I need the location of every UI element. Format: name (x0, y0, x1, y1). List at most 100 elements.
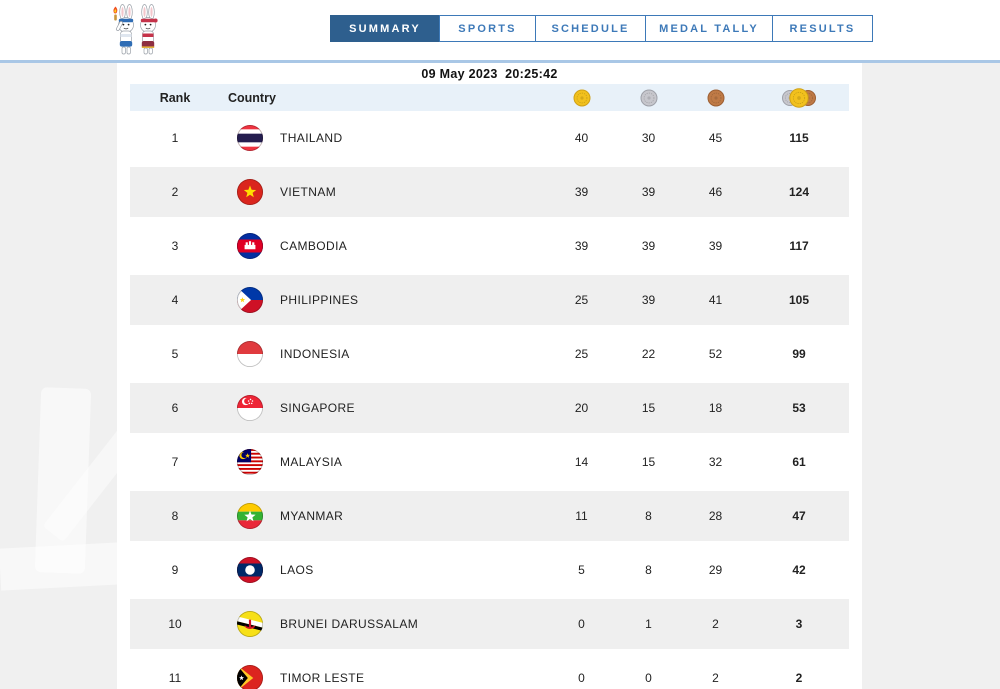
country-name: INDONESIA (280, 347, 350, 361)
country-flag-icon-singapore (220, 395, 280, 421)
medal-table-body: 1 THAILAND 40 30 45 115 2 VIETNAM 39 39 … (130, 111, 849, 689)
total-count: 3 (795, 617, 803, 631)
rank-value: 8 (171, 509, 179, 523)
medal-table-row: 5 INDONESIA 25 22 52 99 (130, 327, 849, 381)
total-count: 115 (789, 131, 809, 145)
rank-value: 7 (171, 455, 179, 469)
gold-count: 25 (574, 293, 589, 307)
silver-count: 39 (641, 293, 656, 307)
country-name: VIETNAM (280, 185, 337, 199)
silver-count: 8 (645, 509, 652, 523)
tab-summary[interactable]: SUMMARY (330, 15, 440, 42)
silver-count: 1 (645, 617, 652, 631)
country-name: PHILIPPINES (280, 293, 359, 307)
bronze-count: 28 (708, 509, 723, 523)
total-count: 124 (788, 185, 810, 199)
total-count: 2 (795, 671, 803, 685)
rank-value: 9 (171, 563, 179, 577)
bronze-count: 32 (708, 455, 723, 469)
country-flag-icon-timor (220, 665, 280, 689)
rank-value: 11 (168, 671, 182, 685)
country-name: BRUNEI DARUSSALAM (280, 617, 419, 631)
medal-table: Rank Country 1 THAILAND 40 30 45 115 2 V… (130, 84, 849, 689)
total-count: 53 (792, 401, 806, 415)
gold-medal-icon (548, 89, 615, 107)
silver-count: 8 (645, 563, 652, 577)
bronze-count: 39 (708, 239, 723, 253)
rank-value: 4 (171, 293, 179, 307)
bronze-count: 41 (708, 293, 723, 307)
header-divider (0, 60, 1000, 63)
gold-count: 14 (574, 455, 589, 469)
gold-count: 11 (575, 509, 588, 523)
gold-count: 40 (574, 131, 589, 145)
silver-count: 39 (641, 185, 656, 199)
medal-table-row: 8 MYANMAR 11 8 28 47 (130, 489, 849, 543)
country-flag-icon-indonesia (220, 341, 280, 367)
gold-count: 39 (574, 185, 589, 199)
gold-count: 0 (578, 617, 585, 631)
total-medals-icon (749, 87, 849, 109)
gold-count: 25 (574, 347, 589, 361)
country-flag-icon-philippines (220, 287, 280, 313)
country-name: TIMOR LESTE (280, 671, 365, 685)
country-flag-icon-laos (220, 557, 280, 583)
silver-count: 0 (645, 671, 652, 685)
medal-table-row: 10 BRUNEI DARUSSALAM 0 1 2 3 (130, 597, 849, 651)
bronze-count: 18 (708, 401, 723, 415)
total-count: 117 (789, 239, 809, 253)
silver-count: 30 (641, 131, 656, 145)
country-name: THAILAND (280, 131, 343, 145)
total-count: 47 (792, 509, 806, 523)
rank-column-header: Rank (159, 90, 191, 105)
medal-table-row: 1 THAILAND 40 30 45 115 (130, 111, 849, 165)
rank-value: 2 (171, 185, 179, 199)
silver-count: 39 (641, 239, 656, 253)
bronze-count: 46 (708, 185, 723, 199)
total-count: 99 (792, 347, 806, 361)
country-name: CAMBODIA (280, 239, 348, 253)
rank-value: 6 (171, 401, 179, 415)
silver-count: 15 (641, 401, 656, 415)
rank-value: 10 (168, 617, 182, 631)
medal-tally-panel: 09 May 2023 20:25:42 Rank Country 1 THAI… (117, 63, 862, 689)
bronze-count: 2 (712, 671, 719, 685)
total-count: 105 (788, 293, 810, 307)
main-nav-tabs: SUMMARY SPORTS SCHEDULE MEDAL TALLY RESULTS (330, 15, 873, 42)
bronze-count: 45 (708, 131, 723, 145)
last-updated-timestamp: 09 May 2023 20:25:42 (421, 67, 558, 81)
rank-value: 3 (171, 239, 179, 253)
medal-table-row: 9 LAOS 5 8 29 42 (130, 543, 849, 597)
country-column-header: Country (228, 90, 276, 105)
gold-count: 39 (574, 239, 589, 253)
country-name: MALAYSIA (280, 455, 343, 469)
bronze-count: 29 (708, 563, 723, 577)
rank-value: 1 (171, 131, 179, 145)
country-flag-icon-vietnam (220, 179, 280, 205)
medal-table-row: 4 PHILIPPINES 25 39 41 105 (130, 273, 849, 327)
gold-count: 20 (574, 401, 589, 415)
sea-games-mascots-logo-icon (113, 4, 158, 55)
silver-medal-icon (615, 89, 682, 107)
top-header-bar: SUMMARY SPORTS SCHEDULE MEDAL TALLY RESULTS (0, 0, 1000, 60)
tab-results[interactable]: RESULTS (772, 15, 873, 42)
bronze-count: 52 (708, 347, 723, 361)
total-count: 61 (792, 455, 806, 469)
medal-table-row: 7 MALAYSIA 14 15 32 61 (130, 435, 849, 489)
medal-table-header-row: Rank Country (130, 84, 849, 111)
tab-sports[interactable]: SPORTS (439, 15, 536, 42)
country-flag-icon-myanmar (220, 503, 280, 529)
tab-schedule[interactable]: SCHEDULE (535, 15, 646, 42)
country-flag-icon-brunei (220, 611, 280, 637)
country-flag-icon-malaysia (220, 449, 280, 475)
country-flag-icon-cambodia (220, 233, 280, 259)
medal-table-row: 2 VIETNAM 39 39 46 124 (130, 165, 849, 219)
country-name: SINGAPORE (280, 401, 355, 415)
bronze-medal-icon (682, 89, 749, 107)
total-count: 42 (792, 563, 806, 577)
silver-count: 22 (641, 347, 656, 361)
medal-table-row: 6 SINGAPORE 20 15 18 53 (130, 381, 849, 435)
country-name: LAOS (280, 563, 314, 577)
tab-medal-tally[interactable]: MEDAL TALLY (645, 15, 773, 42)
gold-count: 0 (578, 671, 585, 685)
